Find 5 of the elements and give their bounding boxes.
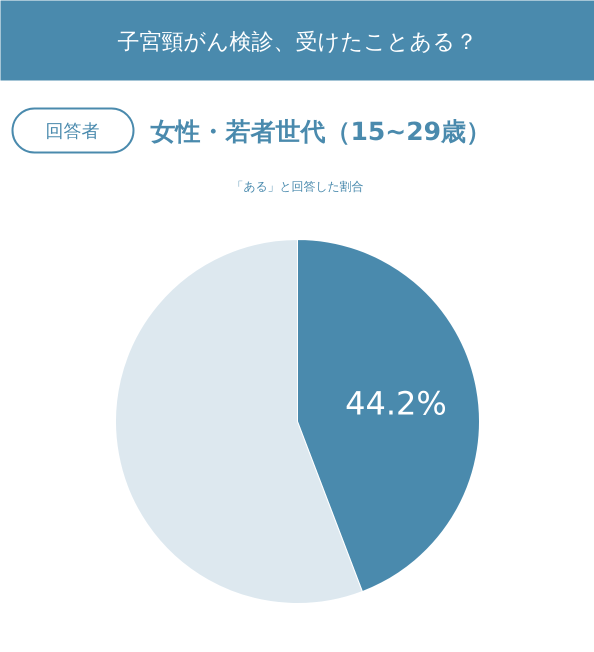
text: 「ある」と回答した割合 bbox=[232, 180, 364, 194]
chart-subtitle: 女性・若者世代（15~29歳） bbox=[150, 117, 492, 146]
chart-title: 子宮頸がん検診、受けたことある？ bbox=[118, 30, 478, 55]
text: 回答者 bbox=[46, 121, 100, 142]
data-label: 44.2% bbox=[345, 384, 447, 422]
